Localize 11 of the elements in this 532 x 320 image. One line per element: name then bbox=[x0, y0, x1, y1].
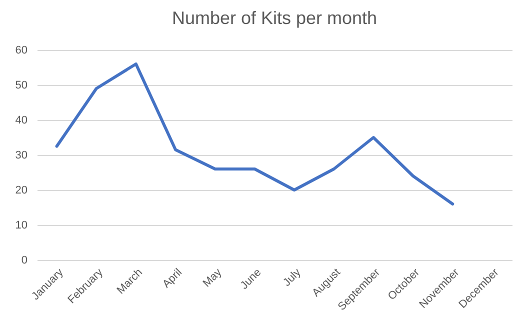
x-tick-label: May bbox=[200, 266, 224, 290]
chart-title: Number of Kits per month bbox=[172, 8, 378, 28]
y-tick-label: 30 bbox=[15, 150, 28, 162]
x-tick-label: July bbox=[280, 266, 304, 289]
y-tick-label: 50 bbox=[15, 80, 28, 92]
y-tick-label: 60 bbox=[15, 44, 28, 56]
y-tick-label: 10 bbox=[15, 220, 28, 232]
y-tick-label: 0 bbox=[21, 254, 28, 266]
y-tick-label: 20 bbox=[15, 184, 28, 196]
line-series bbox=[55, 62, 454, 206]
y-tick-label: 40 bbox=[15, 114, 28, 126]
